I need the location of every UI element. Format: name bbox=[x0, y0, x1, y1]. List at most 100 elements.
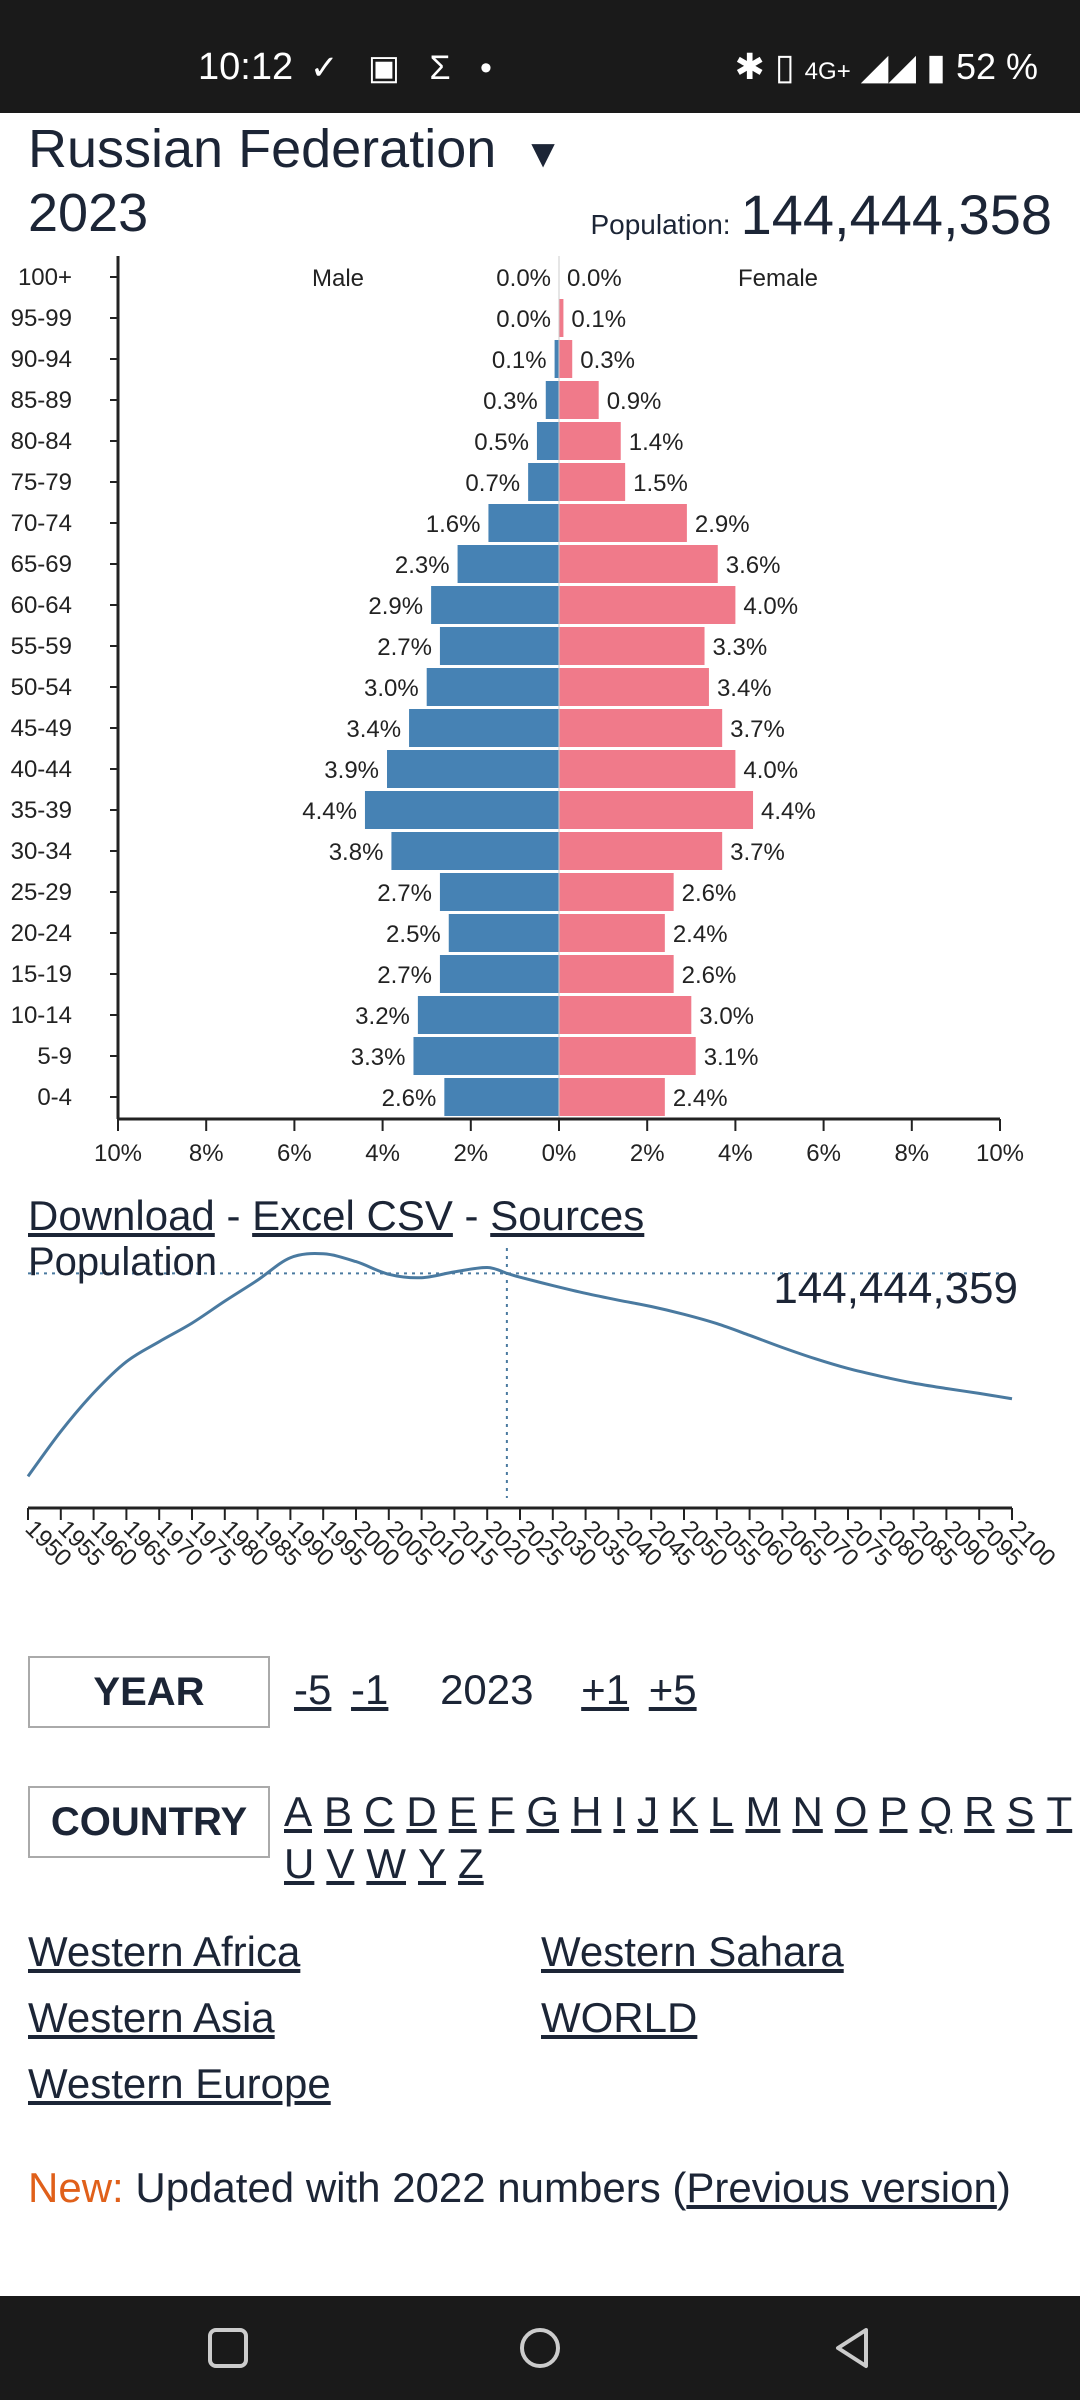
excel-csv-link[interactable]: Excel CSV bbox=[252, 1192, 453, 1239]
female-bar bbox=[559, 545, 718, 583]
female-pct-label: 2.6% bbox=[682, 962, 737, 989]
female-bar bbox=[559, 750, 736, 788]
battery-percent: 52 % bbox=[955, 46, 1038, 87]
region-link-western-sahara[interactable]: Western Sahara bbox=[541, 1928, 844, 1975]
female-pct-label: 3.0% bbox=[699, 1003, 754, 1030]
country-letter-j[interactable]: J bbox=[637, 1788, 659, 1835]
age-label: 45-49 bbox=[11, 715, 72, 742]
year-minus1-link[interactable]: -1 bbox=[351, 1666, 389, 1713]
region-link-world[interactable]: WORLD bbox=[541, 1994, 698, 2041]
home-button[interactable] bbox=[518, 2326, 562, 2370]
status-time: 10:12 bbox=[198, 46, 294, 88]
male-bar bbox=[545, 381, 559, 419]
age-label: 70-74 bbox=[11, 510, 72, 537]
country-letter-y[interactable]: Y bbox=[418, 1840, 447, 1887]
x-tick-label: 4% bbox=[365, 1140, 400, 1167]
male-bar bbox=[439, 955, 559, 993]
male-pct-label: 0.5% bbox=[474, 429, 529, 456]
year-plus1-link[interactable]: +1 bbox=[581, 1666, 630, 1713]
download-links: Download - Excel CSV - Sources bbox=[28, 1192, 644, 1240]
population-pyramid-chart: Male Female 100+ 0.0% 0.0% 95-99 0.0% 0.1% 90-94… bbox=[11, 256, 1024, 1167]
age-label: 20-24 bbox=[11, 920, 72, 947]
country-letter-w[interactable]: W bbox=[366, 1840, 407, 1887]
female-pct-label: 4.0% bbox=[743, 593, 798, 620]
male-bar bbox=[409, 709, 559, 747]
country-letter-n[interactable]: N bbox=[792, 1788, 823, 1835]
male-pct-label: 1.6% bbox=[426, 511, 481, 538]
age-label: 25-29 bbox=[11, 879, 72, 906]
female-bar bbox=[559, 627, 705, 665]
recents-button[interactable] bbox=[206, 2326, 250, 2370]
population-total: Population: 144,444,358 bbox=[590, 182, 1052, 247]
female-bar bbox=[559, 504, 687, 542]
country-letter-f[interactable]: F bbox=[488, 1788, 515, 1835]
male-pct-label: 2.9% bbox=[368, 593, 423, 620]
male-bar bbox=[426, 668, 559, 706]
region-link-western-asia[interactable]: Western Asia bbox=[28, 1994, 275, 2041]
country-letter-q[interactable]: Q bbox=[919, 1788, 953, 1835]
age-label: 30-34 bbox=[11, 838, 72, 865]
region-link-western-africa[interactable]: Western Africa bbox=[28, 1928, 301, 1975]
separator: - bbox=[464, 1192, 479, 1239]
male-bar bbox=[488, 504, 559, 542]
female-bar bbox=[559, 955, 674, 993]
year-label: YEAR bbox=[93, 1669, 205, 1714]
country-letter-b[interactable]: B bbox=[324, 1788, 353, 1835]
country-letter-t[interactable]: T bbox=[1046, 1788, 1073, 1835]
country-letter-l[interactable]: L bbox=[710, 1788, 734, 1835]
sources-link[interactable]: Sources bbox=[490, 1192, 645, 1239]
country-letter-z[interactable]: Z bbox=[458, 1840, 484, 1887]
age-label: 65-69 bbox=[11, 551, 72, 578]
battery-icon: ▮ bbox=[926, 46, 946, 87]
male-pct-label: 0.1% bbox=[492, 347, 547, 374]
male-bar bbox=[457, 545, 559, 583]
female-bar bbox=[559, 463, 626, 501]
year-minus5-link[interactable]: -5 bbox=[294, 1666, 332, 1713]
female-pct-label: 1.4% bbox=[629, 429, 684, 456]
male-pct-label: 2.7% bbox=[377, 962, 432, 989]
country-letter-p[interactable]: P bbox=[879, 1788, 908, 1835]
age-label: 75-79 bbox=[11, 469, 72, 496]
country-label-box: COUNTRY bbox=[28, 1786, 270, 1858]
region-link-western-europe[interactable]: Western Europe bbox=[28, 2060, 331, 2107]
female-pct-label: 2.6% bbox=[682, 880, 737, 907]
x-tick-label: 8% bbox=[894, 1140, 929, 1167]
country-letter-k[interactable]: K bbox=[670, 1788, 699, 1835]
country-letter-r[interactable]: R bbox=[964, 1788, 995, 1835]
country-letter-v[interactable]: V bbox=[326, 1840, 355, 1887]
male-bar bbox=[444, 1078, 559, 1116]
year-plus5-link[interactable]: +5 bbox=[648, 1666, 697, 1713]
x-tick-label: 2% bbox=[453, 1140, 488, 1167]
country-letter-m[interactable]: M bbox=[745, 1788, 781, 1835]
back-button[interactable] bbox=[830, 2326, 874, 2370]
country-letter-h[interactable]: H bbox=[571, 1788, 602, 1835]
female-bar bbox=[559, 340, 573, 378]
country-selector[interactable]: Russian Federation ▼ bbox=[28, 118, 563, 180]
female-pct-label: 1.5% bbox=[633, 470, 688, 497]
country-letter-e[interactable]: E bbox=[448, 1788, 477, 1835]
previous-version-link[interactable]: Previous version bbox=[686, 2164, 997, 2211]
country-letter-i[interactable]: I bbox=[613, 1788, 626, 1835]
separator: - bbox=[226, 1192, 241, 1239]
country-letter-s[interactable]: S bbox=[1006, 1788, 1035, 1835]
update-text: Updated with 2022 numbers ( bbox=[135, 2164, 687, 2211]
country-letter-d[interactable]: D bbox=[406, 1788, 437, 1835]
population-label: Population: bbox=[590, 209, 731, 240]
country-letter-a[interactable]: A bbox=[284, 1788, 313, 1835]
country-letter-u[interactable]: U bbox=[284, 1840, 315, 1887]
country-letter-c[interactable]: C bbox=[364, 1788, 395, 1835]
dropdown-triangle-icon: ▼ bbox=[523, 132, 563, 176]
country-letter-o[interactable]: O bbox=[834, 1788, 868, 1835]
female-pct-label: 3.6% bbox=[726, 552, 781, 579]
status-right: ✱ ▯ 4G+ ◢◢ ▮ 52 % bbox=[735, 46, 1038, 88]
female-bar bbox=[559, 422, 621, 460]
age-label: 80-84 bbox=[11, 428, 72, 455]
female-pct-label: 3.7% bbox=[730, 716, 785, 743]
download-link[interactable]: Download bbox=[28, 1192, 215, 1239]
country-letter-g[interactable]: G bbox=[526, 1788, 560, 1835]
population-line-chart[interactable]: 1950195519601965197019751980198519901995… bbox=[0, 1240, 1080, 1600]
male-pct-label: 2.6% bbox=[382, 1085, 437, 1112]
age-label: 0-4 bbox=[37, 1084, 72, 1111]
male-bar bbox=[528, 463, 559, 501]
